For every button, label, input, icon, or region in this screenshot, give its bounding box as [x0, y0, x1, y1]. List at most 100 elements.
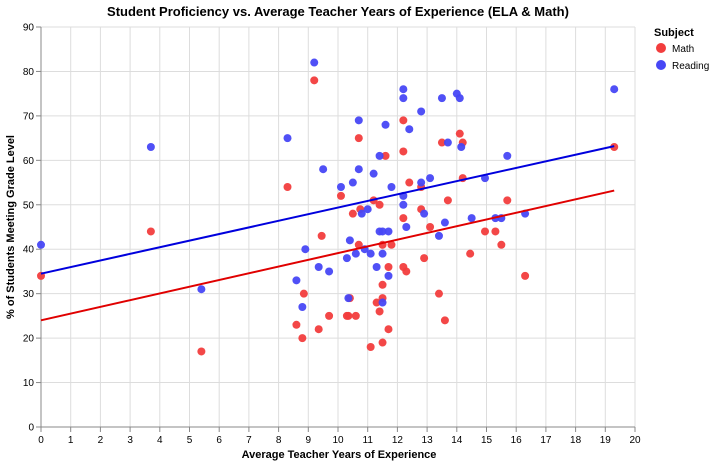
- point-reading: [310, 58, 319, 67]
- point-reading: [440, 218, 449, 227]
- x-tick-label: 17: [540, 435, 552, 446]
- point-math: [399, 214, 408, 223]
- y-tick-label: 30: [23, 289, 35, 300]
- point-reading: [455, 94, 464, 103]
- y-tick-label: 60: [23, 156, 35, 167]
- point-math: [348, 209, 357, 218]
- point-math: [491, 227, 500, 236]
- point-reading: [366, 249, 375, 258]
- point-math: [455, 129, 464, 138]
- legend-label-reading: Reading: [672, 61, 709, 72]
- point-math: [375, 307, 384, 316]
- point-reading: [378, 227, 387, 236]
- point-reading: [378, 249, 387, 258]
- point-math: [378, 280, 387, 289]
- x-tick-label: 4: [157, 435, 163, 446]
- point-reading: [467, 214, 476, 223]
- point-math: [375, 200, 384, 209]
- y-tick-label: 50: [23, 200, 35, 211]
- point-math: [310, 76, 319, 85]
- x-tick-label: 7: [246, 435, 252, 446]
- point-reading: [344, 294, 353, 303]
- point-reading: [399, 200, 408, 209]
- y-axis-title: % of Students Meeting Grade Level: [5, 135, 17, 319]
- point-math: [354, 134, 363, 143]
- x-tick-label: 15: [481, 435, 493, 446]
- chart-title: Student Proficiency vs. Average Teacher …: [107, 4, 569, 19]
- x-tick-label: 0: [38, 435, 44, 446]
- point-reading: [405, 125, 414, 134]
- point-math: [420, 254, 429, 263]
- point-math: [399, 116, 408, 125]
- point-reading: [384, 227, 393, 236]
- legend-title: Subject: [654, 27, 694, 39]
- point-math: [197, 347, 206, 356]
- trend-line-reading: [40, 145, 615, 275]
- point-math: [336, 191, 345, 200]
- point-reading: [378, 298, 387, 307]
- point-reading: [434, 231, 443, 240]
- point-math: [298, 334, 307, 343]
- point-reading: [402, 223, 411, 231]
- x-tick-label: 6: [216, 435, 222, 446]
- x-tick-label: 12: [392, 435, 404, 446]
- grid: [41, 26, 636, 427]
- point-reading: [336, 183, 345, 191]
- trend-lines: [40, 145, 615, 322]
- point-reading: [417, 178, 426, 187]
- y-tick-label: 70: [23, 111, 35, 122]
- point-reading: [399, 85, 408, 94]
- point-reading: [298, 303, 307, 311]
- point-reading: [381, 120, 390, 129]
- y-tick-label: 10: [23, 378, 35, 389]
- point-math: [437, 138, 446, 147]
- point-reading: [387, 183, 396, 191]
- legend-label-math: Math: [672, 44, 694, 55]
- point-math: [481, 227, 490, 236]
- point-reading: [292, 276, 301, 285]
- x-tick-label: 10: [332, 435, 344, 446]
- point-reading: [399, 94, 408, 103]
- point-math: [381, 151, 390, 160]
- point-reading: [437, 94, 446, 103]
- point-reading: [283, 134, 292, 143]
- point-reading: [354, 165, 363, 174]
- point-reading: [384, 271, 393, 280]
- x-tick-label: 2: [98, 435, 104, 446]
- y-tick-label: 90: [23, 23, 35, 34]
- point-math: [521, 271, 530, 280]
- point-reading: [345, 236, 354, 245]
- x-tick-label: 1: [68, 435, 74, 446]
- x-tick-label: 14: [451, 435, 463, 446]
- data-marks: [37, 58, 619, 356]
- x-tick-label: 5: [187, 435, 193, 446]
- point-math: [497, 240, 506, 249]
- x-tick-label: 9: [306, 435, 312, 446]
- point-math: [372, 298, 381, 307]
- point-math: [399, 147, 408, 156]
- point-math: [292, 320, 301, 329]
- point-math: [384, 325, 393, 334]
- x-tick-label: 11: [363, 435, 374, 446]
- point-reading: [314, 263, 323, 271]
- point-reading: [348, 178, 357, 187]
- point-math: [426, 223, 435, 231]
- point-reading: [357, 209, 366, 218]
- y-tick-label: 0: [28, 423, 34, 434]
- point-math: [387, 240, 396, 249]
- point-math: [405, 178, 414, 187]
- point-math: [299, 289, 308, 298]
- point-reading: [457, 143, 466, 151]
- y-tick-label: 80: [23, 67, 35, 78]
- trend-line-math: [40, 189, 615, 322]
- y-tick-label: 20: [23, 334, 35, 345]
- point-math: [466, 249, 475, 258]
- point-reading: [354, 116, 363, 125]
- x-tick-label: 19: [600, 435, 612, 446]
- point-reading: [342, 254, 351, 263]
- point-reading: [426, 174, 435, 183]
- x-tick-label: 20: [629, 435, 641, 446]
- point-reading: [363, 205, 372, 214]
- point-math: [440, 316, 449, 325]
